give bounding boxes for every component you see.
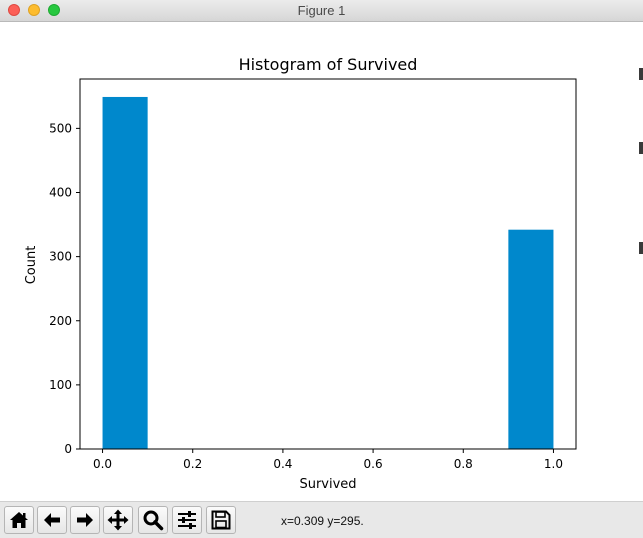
home-button[interactable]: [4, 506, 34, 534]
floppy-disk-icon: [211, 510, 231, 530]
histogram-bar: [508, 229, 554, 449]
x-tick-label: 1.0: [544, 457, 563, 471]
window-title: Figure 1: [297, 3, 346, 18]
zoom-button[interactable]: [138, 506, 168, 534]
x-tick-label: 0.0: [93, 457, 112, 471]
arrow-right-icon: [77, 513, 93, 527]
y-tick-label: 100: [49, 378, 72, 392]
minimize-window-button[interactable]: [28, 4, 40, 16]
configure-subplots-button[interactable]: [172, 506, 202, 534]
y-axis-label: Count: [24, 246, 39, 285]
x-tick-label: 0.8: [454, 457, 473, 471]
magnifier-icon: [143, 510, 164, 531]
navigation-toolbar: x=0.309 y=295.: [0, 501, 643, 538]
sliders-icon: [178, 511, 196, 529]
x-axis-label: Survived: [299, 477, 356, 492]
title-bar[interactable]: Figure 1: [0, 0, 643, 22]
plot-area[interactable]: Histogram of Survived 0.0 0.2 0.4 0.6 0.8 1.0…: [0, 22, 643, 501]
chart-title: Histogram of Survived: [239, 55, 418, 74]
side-decoration: [639, 242, 643, 254]
y-tick-label: 400: [49, 186, 72, 200]
y-tick-label: 200: [49, 314, 72, 328]
forward-button[interactable]: [70, 506, 100, 534]
back-button[interactable]: [37, 506, 67, 534]
arrow-left-icon: [44, 513, 60, 527]
x-tick-label: 0.4: [273, 457, 292, 471]
y-tick-label: 500: [49, 121, 72, 135]
y-ticks: 0 100 200 300 400 500: [49, 121, 80, 456]
bars-group: [102, 96, 554, 449]
x-tick-label: 0.2: [183, 457, 202, 471]
side-decoration: [639, 68, 643, 80]
side-decoration: [639, 142, 643, 154]
histogram-chart: Histogram of Survived 0.0 0.2 0.4 0.6 0.8 1.0…: [24, 55, 577, 492]
axes-frame: [79, 78, 577, 450]
zoom-window-button[interactable]: [48, 4, 60, 16]
move-icon: [107, 509, 129, 531]
x-tick-label: 0.6: [364, 457, 383, 471]
home-icon: [10, 512, 28, 528]
pan-button[interactable]: [103, 506, 133, 534]
save-button[interactable]: [206, 506, 236, 534]
histogram-bar: [102, 96, 148, 449]
y-tick-label: 300: [49, 250, 72, 264]
x-ticks: 0.0 0.2 0.4 0.6 0.8 1.0: [93, 449, 563, 471]
close-window-button[interactable]: [8, 4, 20, 16]
y-tick-label: 0: [64, 442, 72, 456]
cursor-coordinates: x=0.309 y=295.: [281, 514, 364, 528]
